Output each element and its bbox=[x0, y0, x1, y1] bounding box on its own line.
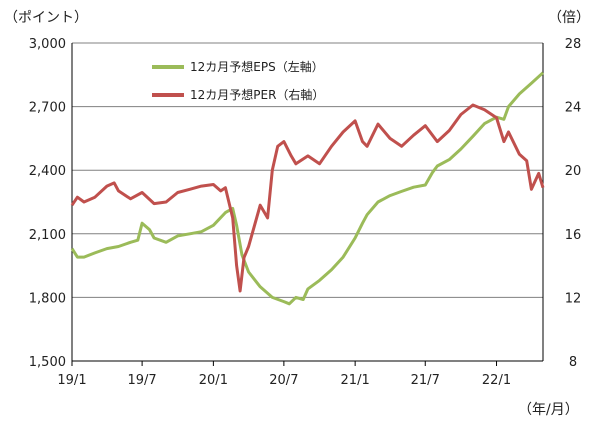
y-right-tick-label: 28 bbox=[565, 37, 582, 52]
y-right-tick-label: 8 bbox=[569, 355, 577, 370]
legend-label-eps: 12カ月予想EPS（左軸） bbox=[190, 59, 324, 74]
y-left-tick-label: 2,100 bbox=[29, 228, 66, 243]
y-right-tick-label: 20 bbox=[565, 164, 582, 179]
axes bbox=[71, 43, 544, 362]
y-left-unit-label: （ポイント） bbox=[4, 10, 88, 26]
series-lines bbox=[70, 71, 545, 306]
y-left-tick-label: 3,000 bbox=[29, 37, 66, 52]
y-right-tick-label: 12 bbox=[565, 291, 582, 306]
legend: 12カ月予想EPS（左軸） 12カ月予想PER（右軸） bbox=[152, 59, 324, 102]
y-right-tick-label: 24 bbox=[565, 101, 582, 116]
x-tick-label: 19/1 bbox=[57, 373, 86, 388]
eps-series-line bbox=[70, 71, 545, 306]
x-tick-label: 21/7 bbox=[411, 373, 440, 388]
y-left-tick-label: 1,500 bbox=[29, 355, 66, 370]
per-series-line bbox=[70, 103, 545, 293]
y-right-unit-label: （倍） bbox=[548, 10, 590, 26]
x-unit-label: （年/月） bbox=[518, 402, 579, 418]
y-left-ticks: 1,500 1,800 2,100 2,400 2,700 3,000 bbox=[29, 37, 66, 370]
y-left-tick-label: 1,800 bbox=[29, 291, 66, 306]
x-tick-label: 19/7 bbox=[128, 373, 157, 388]
y-right-ticks: 8 12 16 20 24 28 bbox=[565, 37, 582, 370]
gridlines bbox=[72, 42, 543, 298]
y-left-tick-label: 2,700 bbox=[29, 101, 66, 116]
y-left-tick-label: 2,400 bbox=[29, 164, 66, 179]
x-ticks: 19/1 19/7 20/1 20/7 21/1 21/7 22/1 bbox=[57, 361, 511, 388]
y-right-tick-label: 16 bbox=[565, 228, 582, 243]
legend-label-per: 12カ月予想PER（右軸） bbox=[190, 87, 324, 102]
x-tick-label: 22/1 bbox=[482, 373, 511, 388]
x-tick-label: 20/7 bbox=[269, 373, 298, 388]
x-tick-label: 21/1 bbox=[341, 373, 370, 388]
x-tick-label: 20/1 bbox=[199, 373, 228, 388]
